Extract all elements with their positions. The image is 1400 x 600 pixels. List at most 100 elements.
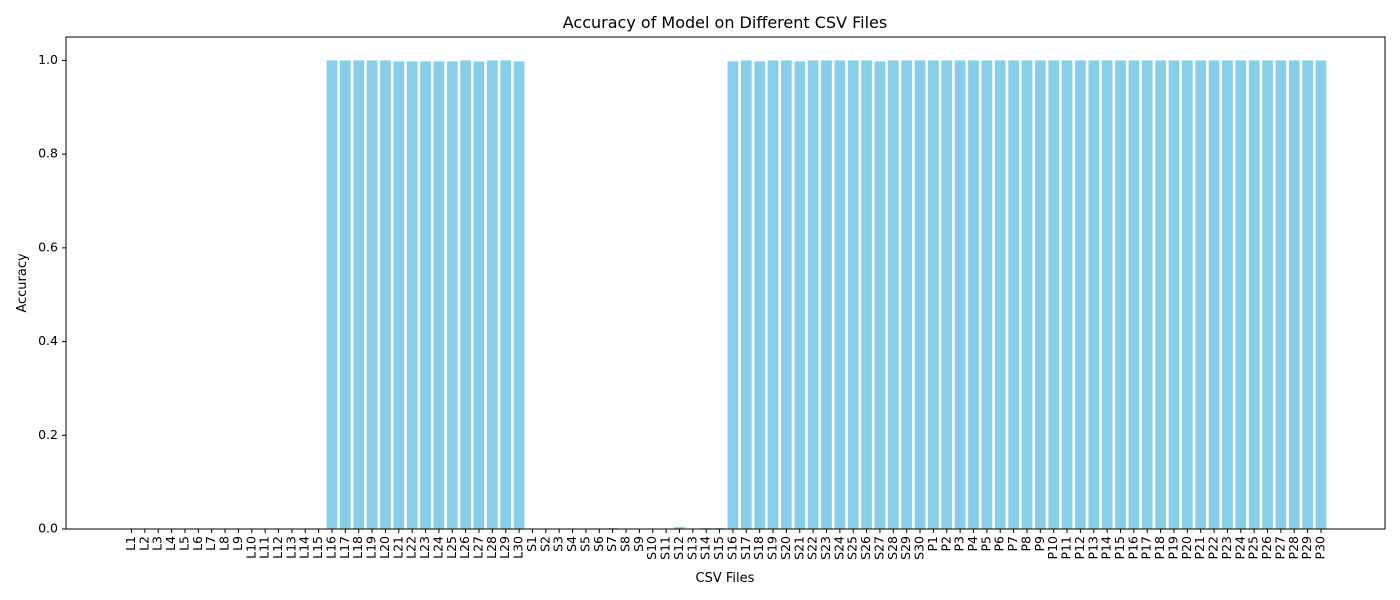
x-tick-label: L18: [350, 536, 365, 559]
x-tick-label: P24: [1232, 536, 1247, 559]
bar-P25: [1248, 60, 1260, 530]
x-tick-label: L16: [323, 536, 338, 559]
bar-P17: [1141, 60, 1153, 530]
x-tick-label: P21: [1192, 536, 1207, 559]
x-tick-label: S10: [644, 536, 659, 560]
bar-P22: [1208, 60, 1220, 530]
y-axis-label: Accuracy: [15, 253, 30, 313]
x-tick-label: L28: [484, 536, 499, 559]
x-tick-label: L5: [176, 536, 191, 551]
x-tick-label: L23: [417, 536, 432, 559]
x-tick-label: P25: [1246, 536, 1261, 559]
x-tick-label: P2: [938, 536, 953, 552]
x-tick-label: S2: [537, 536, 552, 552]
x-tick-label: L26: [457, 536, 472, 559]
x-tick-label: S13: [684, 536, 699, 560]
bar-L29: [500, 60, 512, 530]
x-tick-label: P27: [1272, 536, 1287, 559]
bar-S30: [914, 60, 926, 530]
bar-P26: [1262, 60, 1273, 530]
bar-S27: [874, 61, 886, 530]
y-tick-label: 0.0: [38, 521, 58, 536]
x-tick-label: P28: [1286, 536, 1301, 559]
y-tick-label: 0.6: [38, 239, 58, 254]
x-tick-label: P19: [1165, 536, 1180, 559]
x-tick-label: S15: [711, 536, 726, 560]
y-axis-ticks: 0.0 0.2 0.4 0.6 0.8 1.0: [38, 52, 66, 536]
bar-P14: [1101, 60, 1113, 530]
x-tick-label: L12: [270, 536, 285, 559]
x-tick-label: S18: [751, 536, 766, 560]
x-tick-label: S3: [551, 536, 566, 552]
bar-S18: [754, 61, 765, 530]
x-tick-label: S30: [912, 536, 927, 560]
x-tick-label: L19: [364, 536, 379, 559]
y-tick-label: 0.4: [38, 333, 58, 348]
bar-P9: [1034, 60, 1046, 530]
x-tick-label: S23: [818, 536, 833, 560]
bar-S16: [727, 61, 739, 530]
x-tick-label: L15: [310, 536, 325, 559]
x-axis-label: CSV Files: [696, 571, 755, 586]
bars-group: [326, 60, 1327, 530]
plot-frame: [65, 36, 1386, 530]
bar-P16: [1128, 60, 1140, 530]
x-tick-label: S20: [778, 536, 793, 560]
bar-P7: [1008, 60, 1019, 530]
y-tick-label: 0.2: [38, 427, 58, 442]
bar-P3: [954, 60, 966, 530]
bar-L27: [473, 61, 485, 530]
x-tick-label: P11: [1059, 536, 1074, 559]
x-tick-label: S28: [885, 536, 900, 560]
x-tick-label: S5: [577, 536, 592, 552]
x-tick-label: L2: [136, 536, 151, 551]
x-tick-label: L10: [243, 536, 258, 559]
x-tick-label: L29: [497, 536, 512, 559]
x-tick-label: S12: [671, 536, 686, 560]
bar-P27: [1275, 60, 1287, 530]
bar-S29: [901, 60, 913, 530]
bar-P10: [1048, 60, 1060, 530]
x-tick-label: L4: [163, 536, 178, 551]
bar-S25: [847, 60, 859, 530]
bar-S26: [861, 60, 872, 530]
bar-S17: [740, 60, 752, 530]
x-tick-label: S29: [898, 536, 913, 560]
bar-L30: [513, 61, 525, 530]
x-tick-label: P20: [1179, 536, 1194, 559]
x-tick-label: L7: [203, 536, 218, 551]
bar-S24: [834, 60, 846, 530]
bar-P15: [1115, 60, 1126, 530]
bar-L23: [420, 61, 431, 530]
x-tick-label: L14: [297, 536, 312, 559]
x-tick-label: P26: [1259, 536, 1274, 559]
bar-P6: [994, 60, 1006, 530]
x-tick-label: P4: [965, 536, 980, 552]
bar-P29: [1302, 60, 1313, 530]
bar-P12: [1075, 60, 1086, 530]
x-tick-label: S17: [738, 536, 753, 560]
bar-L21: [393, 61, 405, 530]
bar-S28: [887, 60, 899, 530]
bar-L18: [353, 60, 365, 530]
x-tick-label: S24: [831, 536, 846, 560]
x-tick-label: P10: [1045, 536, 1060, 559]
x-tick-label: P15: [1112, 536, 1127, 559]
x-tick-label: P6: [992, 536, 1007, 552]
y-tick-label: 0.8: [38, 146, 58, 161]
x-tick-label: S11: [658, 536, 673, 560]
bar-S22: [807, 60, 819, 530]
bar-P4: [968, 60, 979, 530]
bar-S12: [674, 527, 685, 529]
x-tick-label: P23: [1219, 536, 1234, 559]
x-tick-label: L21: [390, 536, 405, 559]
bar-P30: [1315, 60, 1327, 530]
x-tick-label: P18: [1152, 536, 1167, 559]
x-tick-label: L9: [230, 536, 245, 551]
y-tick-label: 1.0: [38, 52, 58, 67]
x-tick-label: P14: [1099, 536, 1114, 559]
x-tick-label: S9: [631, 536, 646, 552]
x-tick-label: S8: [618, 536, 633, 552]
x-tick-label: L6: [190, 536, 205, 551]
